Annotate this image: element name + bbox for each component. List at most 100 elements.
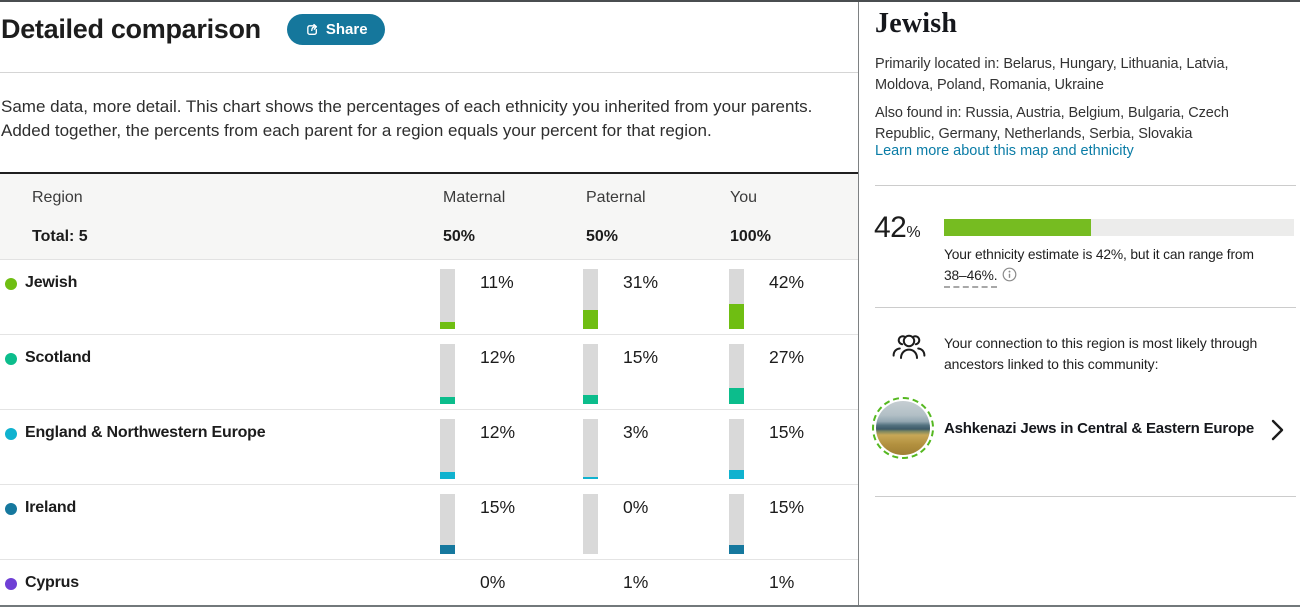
maternal-cell: 12% — [440, 410, 583, 485]
estimate-bar-track — [944, 219, 1294, 236]
paternal-cell: 1% — [583, 560, 726, 611]
paternal-bar — [583, 269, 598, 329]
region-dot — [5, 278, 17, 290]
maternal-percent: 11% — [480, 272, 514, 292]
maternal-cell: 15% — [440, 485, 583, 560]
maternal-bar-fill — [440, 322, 455, 329]
region-label: Ireland — [25, 499, 77, 516]
connection-text: Your connection to this region is most l… — [944, 335, 1258, 372]
learn-more-link[interactable]: Learn more about this map and ethnicity — [875, 143, 1134, 159]
comparison-table: Region Maternal Paternal You Total: 5 50… — [0, 172, 858, 611]
community-name: Ashkenazi Jews in Central & Eastern Euro… — [944, 420, 1255, 437]
estimate-bar-fill — [944, 219, 1091, 236]
region-rows: Jewish 11% 31% 42% Scotland 12% 15% 27% England … — [0, 260, 858, 611]
region-dot — [5, 578, 17, 590]
you-percent: 15% — [769, 422, 805, 442]
estimate-number: 42 — [874, 211, 907, 244]
region-label: England & Northwestern Europe — [25, 424, 266, 441]
region-dot — [5, 503, 17, 515]
paternal-bar-fill — [583, 310, 598, 329]
maternal-bar-fill — [440, 396, 455, 404]
region-label: Cyprus — [25, 574, 79, 591]
table-header: Region Maternal Paternal You Total: 5 50… — [0, 172, 858, 260]
community-row[interactable]: Ashkenazi Jews in Central & Eastern Euro… — [872, 397, 1294, 465]
you-percent: 27% — [769, 347, 805, 367]
paternal-cell: 15% — [583, 335, 726, 410]
paternal-cell: 3% — [583, 410, 726, 485]
paternal-cell: 31% — [583, 260, 726, 335]
region-label: Jewish — [25, 274, 78, 291]
community-photo — [876, 401, 930, 455]
estimate-range-note: Your ethnicity estimate is 42%, but it c… — [944, 244, 1298, 288]
divider — [875, 185, 1296, 186]
table-row[interactable]: Jewish 11% 31% 42% — [0, 260, 858, 335]
you-percent: 1% — [769, 572, 795, 592]
table-row[interactable]: Ireland 15% 0% 15% — [0, 485, 858, 560]
region-label: Scotland — [25, 349, 91, 366]
paternal-bar — [583, 419, 598, 479]
you-cell: 15% — [729, 410, 872, 485]
paternal-bar-fill — [583, 477, 598, 479]
info-icon[interactable] — [1002, 267, 1017, 288]
paternal-percent: 31% — [623, 272, 659, 292]
share-button[interactable]: Share — [286, 14, 385, 45]
community-photo-ring — [872, 397, 934, 459]
column-header-region: Region — [32, 189, 83, 206]
maternal-percent: 0% — [480, 572, 506, 592]
maternal-cell: 11% — [440, 260, 583, 335]
you-cell: 1% — [729, 560, 872, 611]
column-header-you: You — [730, 189, 757, 206]
total-paternal: 50% — [586, 228, 619, 245]
chevron-right-icon[interactable] — [1270, 418, 1284, 447]
page-title: Detailed comparison — [1, 14, 261, 44]
divider — [875, 307, 1296, 308]
you-bar-fill — [729, 303, 744, 329]
estimate-range-value: 38–46%. — [944, 268, 998, 288]
column-header-maternal: Maternal — [443, 189, 506, 206]
community-people-icon — [891, 331, 927, 368]
you-bar — [729, 344, 744, 404]
paternal-bar — [583, 344, 598, 404]
total-label: Total: 5 — [32, 228, 88, 245]
total-maternal: 50% — [443, 228, 476, 245]
primarily-located-text: Primarily located in: Belarus, Hungary, … — [875, 56, 1229, 93]
maternal-bar — [440, 344, 455, 404]
region-dot — [5, 353, 17, 365]
table-row[interactable]: Cyprus 0% 1% 1% — [0, 560, 858, 611]
you-bar — [729, 494, 744, 554]
region-detail-title: Jewish — [875, 8, 958, 39]
detailed-comparison-panel: Detailed comparison Share Same data, mor… — [0, 2, 858, 611]
you-cell: 15% — [729, 485, 872, 560]
estimate-percent: 42% — [874, 211, 921, 245]
estimate-note-line1: Your ethnicity estimate is 42%, but it c… — [944, 247, 1254, 262]
bottom-spacer — [0, 607, 1300, 611]
paternal-bar — [583, 494, 598, 554]
bottom-border — [0, 605, 1300, 607]
you-bar — [729, 419, 744, 479]
titlebar: Detailed comparison Share — [1, 14, 385, 45]
column-header-paternal: Paternal — [586, 189, 646, 206]
you-bar — [729, 269, 744, 329]
you-bar-fill — [729, 387, 744, 404]
total-you: 100% — [730, 228, 771, 245]
table-row[interactable]: England & Northwestern Europe 12% 3% 15% — [0, 410, 858, 485]
you-bar-fill — [729, 545, 744, 554]
maternal-bar — [440, 269, 455, 329]
panel-divider — [858, 2, 859, 605]
maternal-bar-fill — [440, 471, 455, 479]
maternal-bar — [440, 494, 455, 554]
you-cell: 42% — [729, 260, 872, 335]
description-text: Same data, more detail. This chart shows… — [1, 97, 813, 140]
maternal-percent: 12% — [480, 347, 516, 367]
maternal-percent: 12% — [480, 422, 516, 442]
paternal-percent: 1% — [623, 572, 649, 592]
share-icon — [304, 22, 320, 38]
divider — [0, 72, 858, 73]
estimate-percent-sign: % — [906, 224, 921, 241]
paternal-percent: 3% — [623, 422, 649, 442]
maternal-cell: 0% — [440, 560, 583, 611]
table-row[interactable]: Scotland 12% 15% 27% — [0, 335, 858, 410]
you-percent: 42% — [769, 272, 805, 292]
maternal-cell: 12% — [440, 335, 583, 410]
